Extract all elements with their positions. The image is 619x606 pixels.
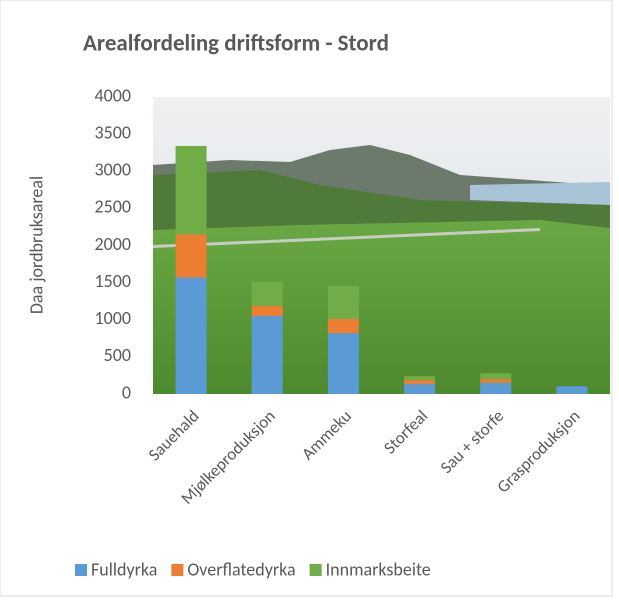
legend-label: Fulldyrka — [91, 558, 157, 580]
y-tick-label: 1000 — [95, 307, 132, 329]
y-tick-label: 500 — [104, 344, 131, 366]
bar-segment — [176, 146, 207, 234]
bar-segment — [328, 286, 359, 319]
background-photo — [153, 97, 610, 394]
y-tick-label: 2000 — [95, 233, 132, 255]
bar-segment — [556, 386, 587, 394]
y-tick-label: 3000 — [95, 159, 132, 181]
y-tick-label: 3500 — [95, 121, 132, 143]
bar-segment — [252, 306, 283, 316]
bar-segment — [480, 379, 511, 383]
bar-segment — [404, 380, 435, 384]
y-tick-label: 0 — [122, 381, 131, 403]
y-tick-label: 2500 — [95, 196, 132, 218]
y-tick-label: 1500 — [95, 270, 132, 292]
bar-segment — [252, 282, 283, 306]
legend-label: Innmarksbeite — [326, 558, 431, 580]
bar-segment — [404, 376, 435, 380]
y-tick-label: 4000 — [95, 84, 132, 106]
legend-label: Overflatedyrka — [187, 558, 295, 580]
legend-swatch — [171, 564, 183, 576]
chart-title: Arealfordeling driftsform - Stord — [83, 30, 389, 58]
chart: Arealfordeling driftsform - Stord Daa jo… — [0, 0, 619, 601]
y-axis-title: Daa jordbruksareal — [25, 176, 47, 314]
legend-swatch — [310, 564, 322, 576]
legend-swatch — [75, 564, 87, 576]
bar-segment — [176, 234, 207, 277]
bar-segment — [176, 277, 207, 394]
bar-segment — [252, 316, 283, 394]
bar-segment — [404, 384, 435, 394]
bar-segment — [480, 383, 511, 394]
bar-segment — [328, 319, 359, 333]
bar-segment — [328, 333, 359, 394]
bar-segment — [480, 373, 511, 379]
